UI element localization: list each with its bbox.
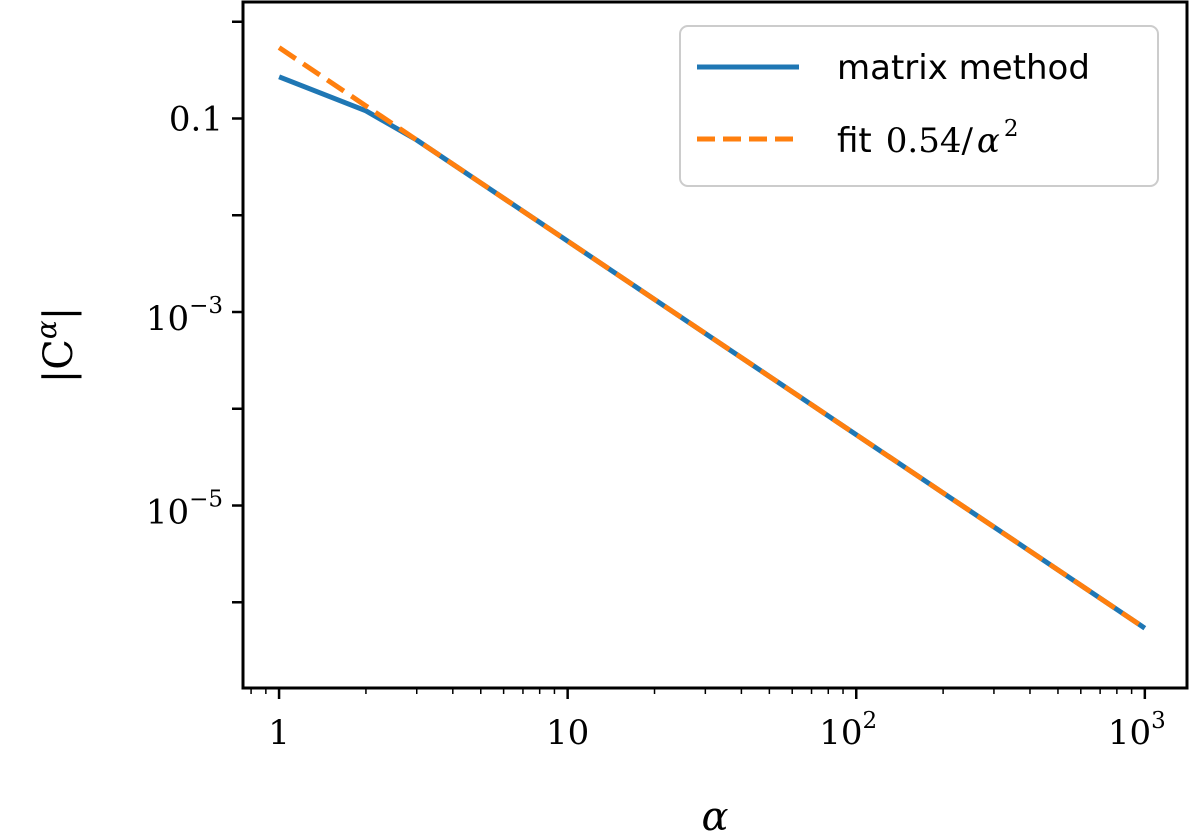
plot-area <box>277 45 1147 631</box>
legend: matrix method fit 0.54/ α 2 <box>679 25 1159 187</box>
y-axis: 0.1 10−3 10−5 <box>146 20 243 604</box>
x-tick-label: 102 <box>819 708 877 753</box>
x-axis: 1 10 102 103 <box>250 688 1166 753</box>
legend-box <box>679 25 1159 187</box>
y-axis-label: |Cα| <box>30 307 83 384</box>
svg-text:|Cα|: |Cα| <box>30 307 83 384</box>
y-tick-label: 10−5 <box>146 487 223 533</box>
x-tick-label: 103 <box>1108 708 1166 753</box>
y-tick-label: 0.1 <box>169 100 223 140</box>
x-tick-label: 1 <box>268 713 290 753</box>
series-line-fit <box>277 45 1147 631</box>
legend-label-matrix: matrix method <box>837 48 1090 88</box>
x-tick-label: 10 <box>546 713 589 753</box>
plot-frame <box>241 0 1189 690</box>
y-tick-label: 10−3 <box>146 293 223 339</box>
legend-label-fit: fit 0.54/ α 2 <box>837 116 1019 161</box>
x-axis-label: α <box>701 794 728 838</box>
